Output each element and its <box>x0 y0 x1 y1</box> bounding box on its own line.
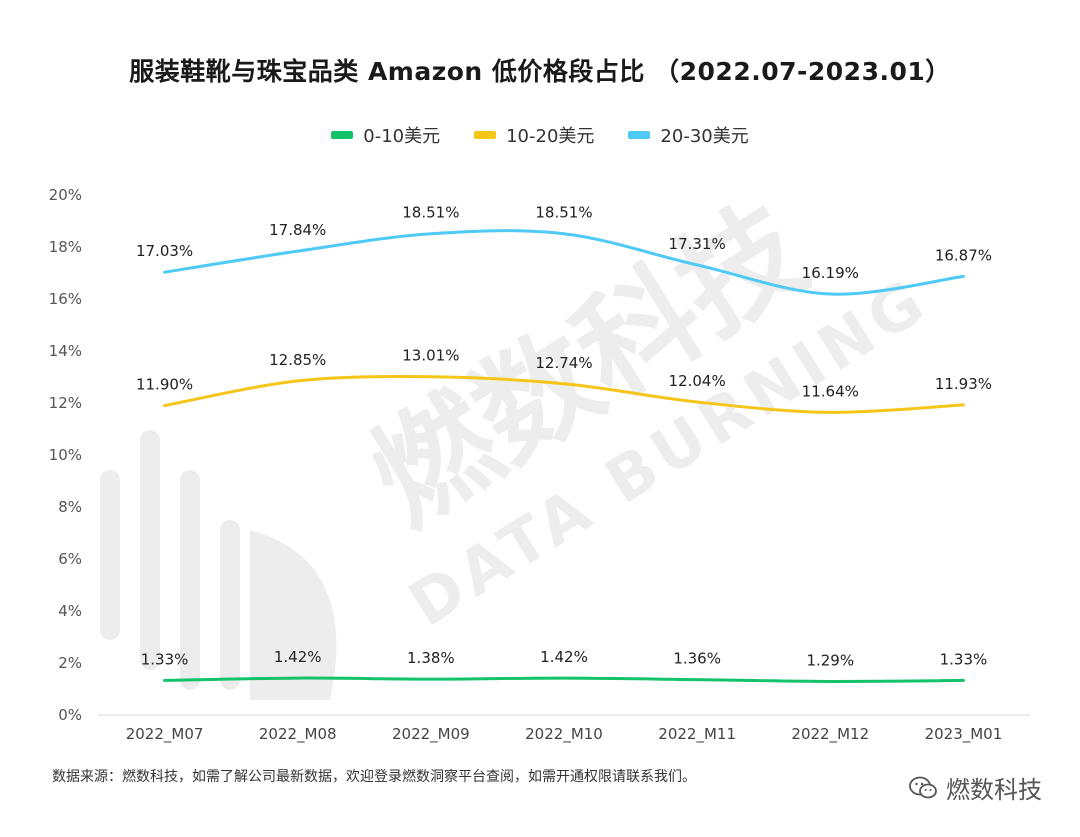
x-tick-label: 2023_M01 <box>925 725 1003 744</box>
brand-name: 燃数科技 <box>946 776 1042 804</box>
data-label: 12.74% <box>535 354 592 372</box>
data-label: 12.04% <box>669 372 726 390</box>
legend-swatch-icon <box>474 131 497 139</box>
data-label: 17.03% <box>136 242 193 260</box>
source-note: 数据来源：燃数科技，如需了解公司最新数据，欢迎登录燃数洞察平台查阅，如需开通权限… <box>52 769 696 785</box>
series-line <box>163 375 965 414</box>
data-label: 1.42% <box>540 648 588 666</box>
series-line <box>163 229 965 296</box>
data-label: 16.87% <box>935 246 992 264</box>
y-tick-label: 8% <box>58 498 82 516</box>
y-tick-label: 10% <box>49 446 82 464</box>
legend-label: 10-20美元 <box>506 126 595 147</box>
y-tick-label: 16% <box>49 290 82 308</box>
data-label: 11.64% <box>802 382 859 400</box>
series-line <box>163 676 965 683</box>
data-label: 16.19% <box>802 264 859 282</box>
y-tick-label: 4% <box>58 602 82 620</box>
legend-item-0-10[interactable]: 0-10美元 <box>331 122 440 148</box>
x-tick-label: 2022_M09 <box>392 725 470 744</box>
x-tick-label: 2022_M10 <box>525 725 603 744</box>
data-label: 11.90% <box>136 376 193 394</box>
data-label: 1.33% <box>940 650 988 668</box>
data-label: 1.29% <box>806 651 854 669</box>
data-label: 1.33% <box>141 650 189 668</box>
data-label: 12.85% <box>269 351 326 369</box>
data-label: 1.36% <box>673 650 721 668</box>
y-tick-label: 12% <box>49 394 82 412</box>
y-tick-label: 2% <box>58 654 82 672</box>
brand-badge[interactable]: 燃数科技 <box>908 770 1042 805</box>
y-tick-label: 18% <box>49 238 82 256</box>
data-label: 13.01% <box>402 347 459 365</box>
y-tick-label: 6% <box>58 550 82 568</box>
legend-item-20-30[interactable]: 20-30美元 <box>628 122 749 148</box>
wechat-icon <box>909 776 937 798</box>
legend-swatch-icon <box>331 131 354 139</box>
data-label: 18.51% <box>402 204 459 222</box>
data-label: 1.42% <box>274 648 322 666</box>
chart-title: 服装鞋靴与珠宝品类 Amazon 低价格段占比 （2022.07-2023.01… <box>129 57 951 86</box>
data-label: 1.38% <box>407 649 455 667</box>
legend-label: 20-30美元 <box>660 126 749 147</box>
y-tick-label: 14% <box>49 342 82 360</box>
legend: 0-10美元 10-20美元 20-30美元 <box>0 122 1080 148</box>
data-label: 17.31% <box>669 235 726 253</box>
legend-item-10-20[interactable]: 10-20美元 <box>474 122 594 148</box>
data-label: 18.51% <box>535 204 592 222</box>
x-tick-label: 2022_M11 <box>658 725 736 744</box>
x-tick-label: 2022_M12 <box>791 725 869 744</box>
legend-label: 0-10美元 <box>363 126 441 147</box>
y-tick-label: 0% <box>58 706 82 724</box>
y-tick-label: 20% <box>49 186 82 204</box>
legend-swatch-icon <box>628 131 651 139</box>
x-tick-label: 2022_M08 <box>259 725 337 744</box>
data-label: 17.84% <box>269 221 326 239</box>
data-label: 11.93% <box>935 375 992 393</box>
x-tick-label: 2022_M07 <box>126 725 204 744</box>
